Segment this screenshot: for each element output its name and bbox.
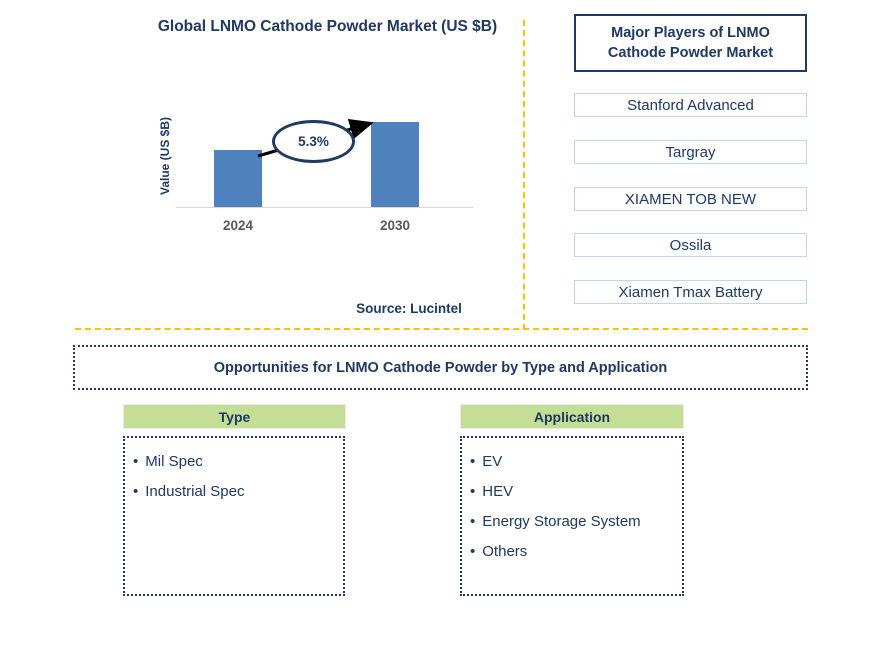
player-item: Targray	[574, 140, 807, 164]
list-item-label: Others	[482, 542, 528, 560]
horizontal-divider	[75, 328, 808, 330]
list-item-label: Energy Storage System	[482, 512, 641, 530]
list-item: HEV	[468, 476, 676, 506]
bullet-icon	[468, 453, 482, 470]
bar-2024	[214, 150, 262, 207]
list-item: Energy Storage System	[468, 506, 676, 536]
list-item-label: HEV	[482, 482, 514, 500]
bullet-icon	[131, 453, 145, 470]
growth-rate-ellipse: 5.3%	[272, 120, 355, 163]
list-item: Others	[468, 536, 676, 566]
x-tick-2024: 2024	[222, 218, 254, 233]
bullet-icon	[468, 483, 482, 500]
x-tick-2030: 2030	[379, 218, 411, 233]
player-item: Xiamen Tmax Battery	[574, 280, 807, 304]
players-title-box: Major Players of LNMO Cathode Powder Mar…	[574, 14, 807, 72]
application-header: Application	[460, 404, 684, 429]
source-label: Source: Lucintel	[356, 301, 462, 316]
player-item: XIAMEN TOB NEW	[574, 187, 807, 211]
vertical-divider	[523, 20, 525, 330]
list-item: EV	[468, 446, 676, 476]
list-item: Industrial Spec	[131, 476, 337, 506]
player-item: Ossila	[574, 233, 807, 257]
list-item: Mil Spec	[131, 446, 337, 476]
opportunities-title-box: Opportunities for LNMO Cathode Powder by…	[73, 345, 808, 390]
list-item-label: Mil Spec	[145, 452, 203, 470]
bar-2030	[371, 122, 419, 207]
list-item-label: EV	[482, 452, 503, 470]
bullet-icon	[468, 543, 482, 560]
application-list: EV HEV Energy Storage System Others	[460, 436, 684, 596]
x-axis-line	[176, 207, 473, 208]
chart-title: Global LNMO Cathode Powder Market (US $B…	[157, 18, 498, 35]
player-item: Stanford Advanced	[574, 93, 807, 117]
bullet-icon	[131, 483, 145, 500]
type-list: Mil Spec Industrial Spec	[123, 436, 345, 596]
growth-rate-label: 5.3%	[298, 134, 329, 149]
y-axis-label: Value (US $B)	[158, 116, 172, 195]
bullet-icon	[468, 513, 482, 530]
list-item-label: Industrial Spec	[145, 482, 245, 500]
type-header: Type	[123, 404, 346, 429]
